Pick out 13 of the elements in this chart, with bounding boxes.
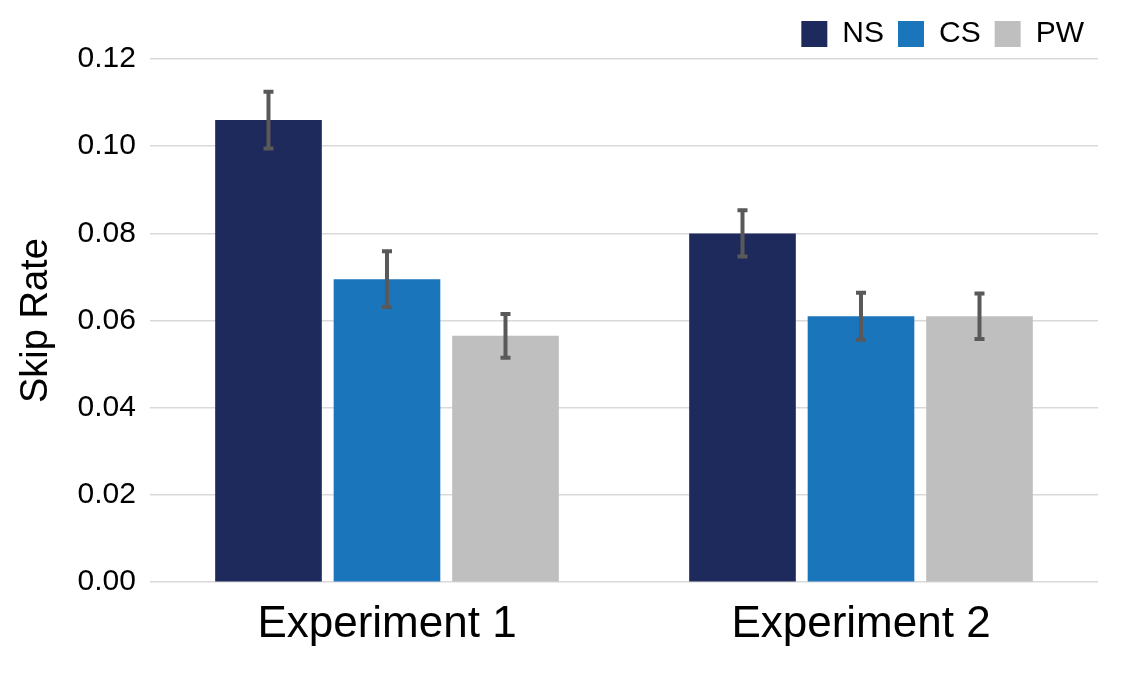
x-tick-label: Experiment 2 <box>731 596 991 646</box>
legend-label: PW <box>1035 15 1085 49</box>
y-tick-label: 0.10 <box>77 127 136 161</box>
y-tick-label: 0.08 <box>77 214 136 248</box>
y-tick-label: 0.12 <box>77 40 136 74</box>
legend-label: NS <box>842 15 885 49</box>
x-tick-label: Experiment 1 <box>257 596 517 646</box>
y-tick-label: 0.04 <box>77 389 136 423</box>
y-tick-label: 0.00 <box>77 563 136 597</box>
y-axis-title: Skip Rate <box>13 238 56 403</box>
legend-label: CS <box>939 15 981 49</box>
y-tick-label: 0.06 <box>77 301 136 335</box>
y-tick-label: 0.02 <box>77 476 136 510</box>
